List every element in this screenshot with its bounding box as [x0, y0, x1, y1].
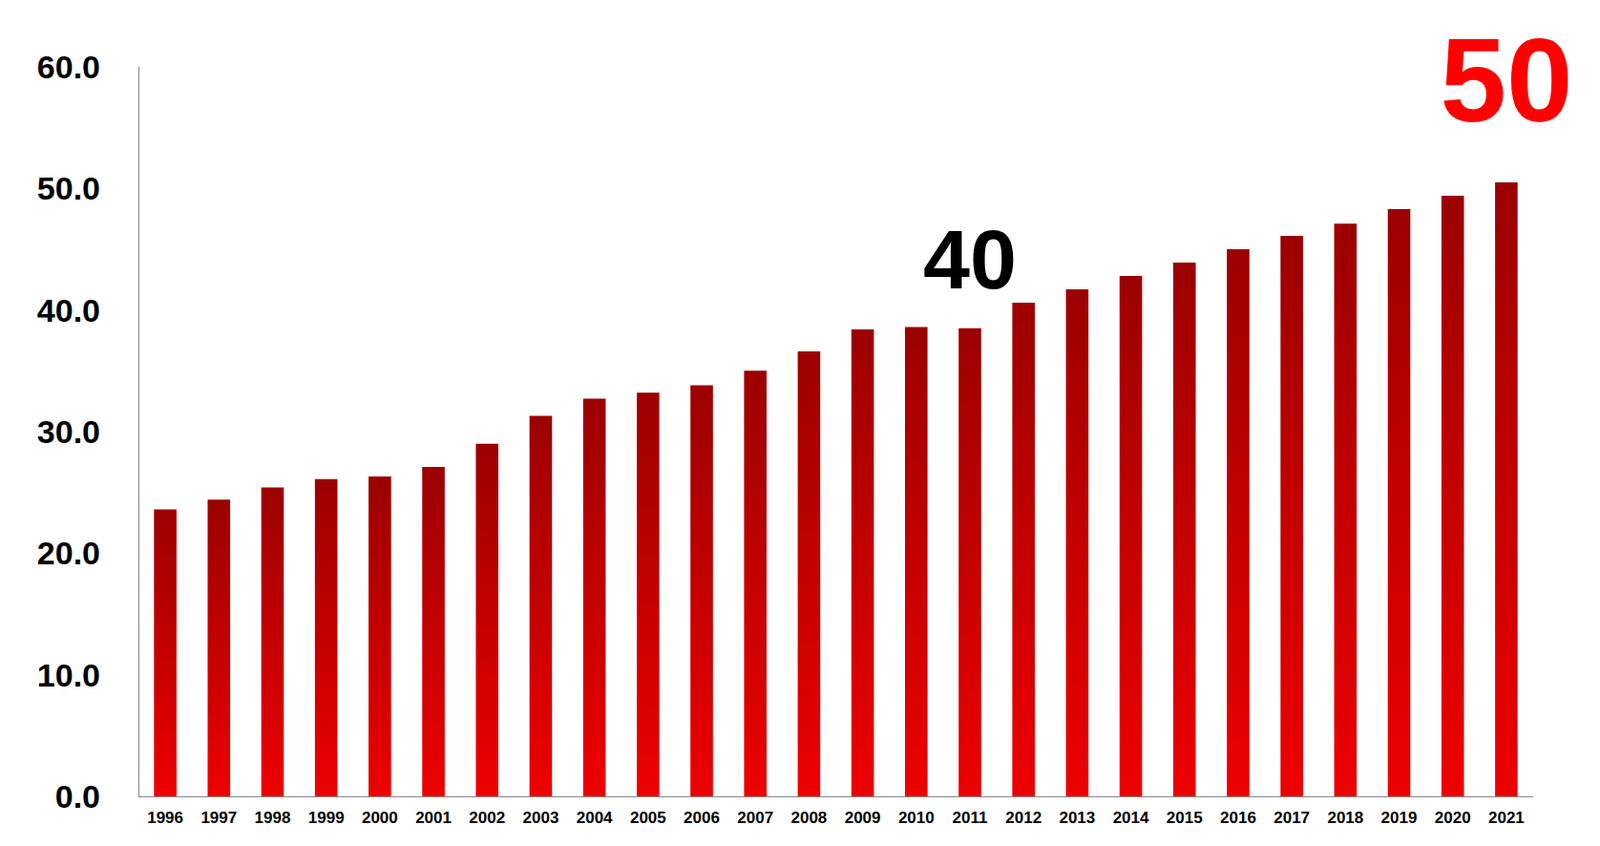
svg-text:1998: 1998: [254, 808, 292, 827]
svg-text:2020: 2020: [1434, 808, 1472, 827]
svg-text:2006: 2006: [683, 808, 720, 827]
svg-text:2004: 2004: [576, 808, 613, 827]
svg-text:2018: 2018: [1326, 808, 1364, 827]
svg-text:2010: 2010: [898, 808, 935, 827]
svg-text:50: 50: [1439, 13, 1573, 147]
svg-text:30.0: 30.0: [37, 413, 101, 450]
svg-text:40.0: 40.0: [37, 292, 101, 329]
svg-text:2017: 2017: [1273, 808, 1310, 827]
svg-text:1999: 1999: [308, 808, 345, 827]
svg-text:60.0: 60.0: [37, 48, 101, 85]
svg-text:2001: 2001: [415, 808, 452, 827]
svg-text:2019: 2019: [1381, 808, 1418, 827]
svg-text:10.0: 10.0: [37, 656, 101, 694]
svg-text:2014: 2014: [1113, 808, 1150, 827]
svg-text:50.0: 50.0: [37, 169, 101, 207]
svg-text:2009: 2009: [844, 808, 882, 827]
svg-text:2012: 2012: [1005, 808, 1042, 827]
svg-text:2003: 2003: [523, 808, 560, 827]
svg-text:0.0: 0.0: [55, 778, 101, 815]
svg-text:2005: 2005: [630, 808, 667, 827]
svg-text:2021: 2021: [1488, 808, 1525, 827]
svg-text:2007: 2007: [736, 808, 774, 827]
svg-text:20.0: 20.0: [37, 534, 101, 571]
svg-text:1997: 1997: [200, 808, 237, 827]
svg-text:2011: 2011: [952, 808, 989, 827]
svg-text:2000: 2000: [361, 808, 399, 827]
svg-text:2008: 2008: [790, 808, 827, 827]
svg-text:2013: 2013: [1058, 808, 1095, 827]
svg-text:2016: 2016: [1220, 808, 1257, 827]
svg-text:1996: 1996: [147, 808, 184, 827]
svg-text:2015: 2015: [1166, 808, 1203, 827]
svg-text:40: 40: [923, 211, 1017, 307]
svg-text:2002: 2002: [468, 808, 506, 827]
